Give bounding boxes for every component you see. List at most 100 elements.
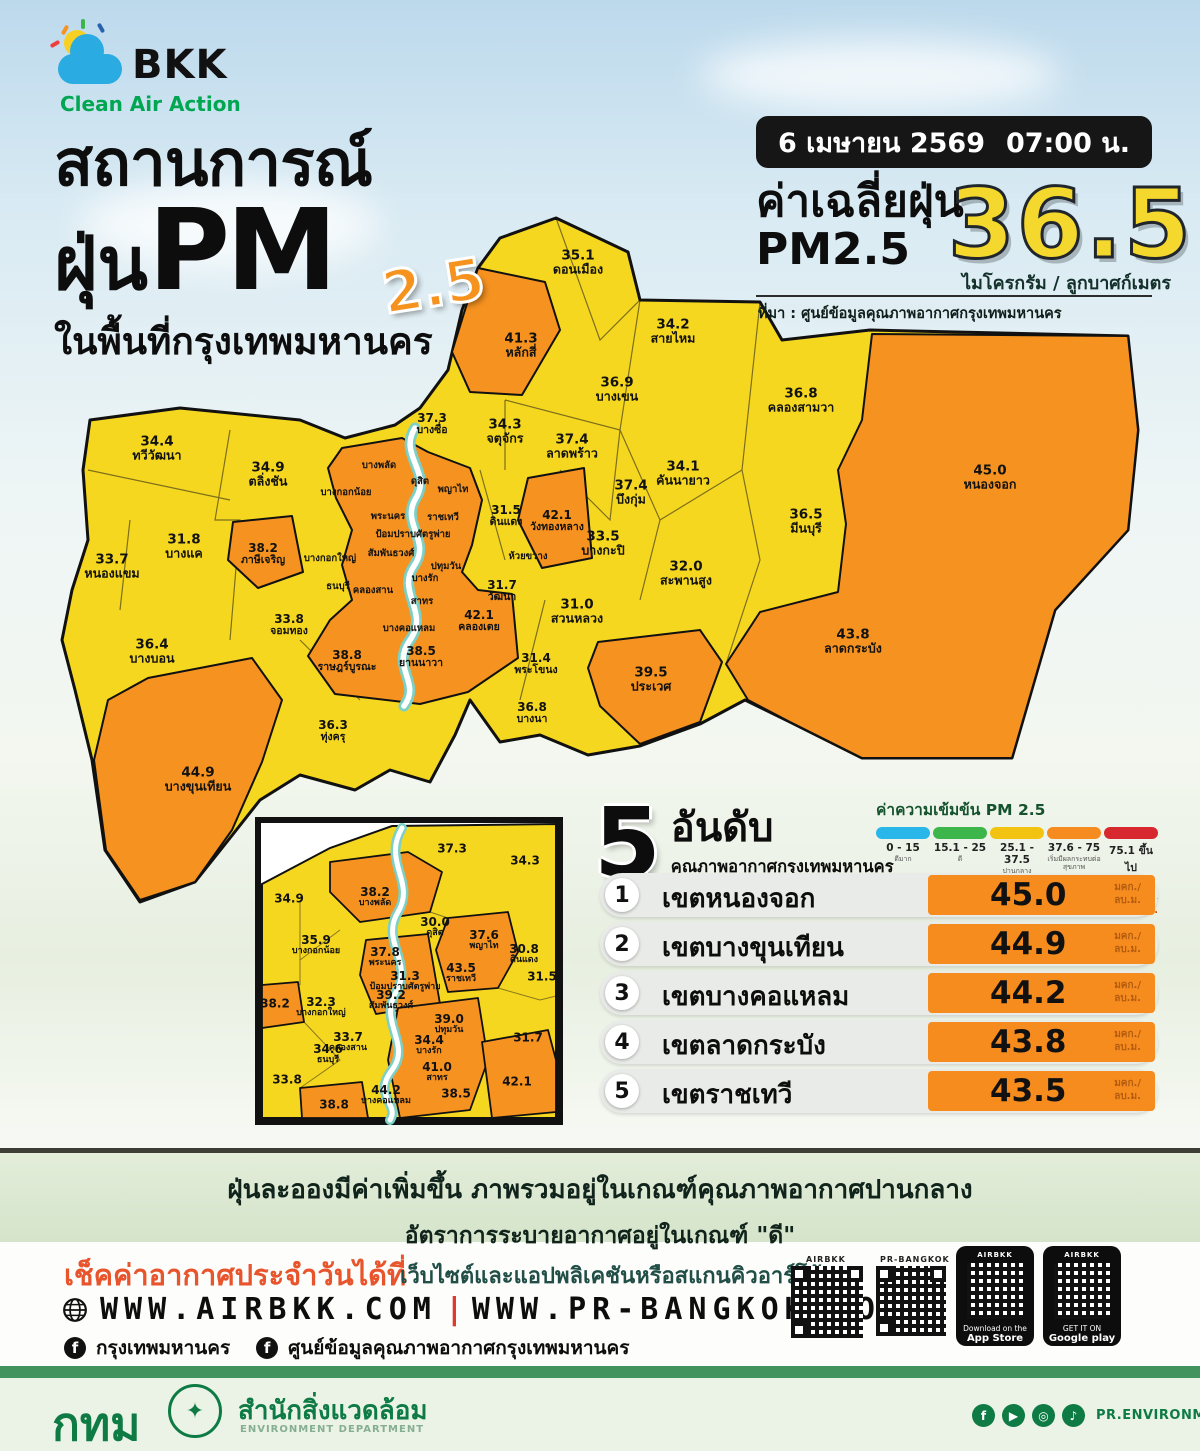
rank-value-box: 43.5 มคก./ลบ.ม. [928, 1071, 1155, 1111]
rank-value-box: 44.9 มคก./ลบ.ม. [928, 924, 1155, 964]
rank-district-name: เขตลาดกระบัง [662, 1031, 826, 1061]
divider-line [756, 295, 1152, 297]
qr2-label: PR-BANGKOK [880, 1255, 950, 1264]
website-row: WWW.AIRBKK.COM | WWW.PR-BANGKOK.COM [62, 1292, 905, 1327]
qr-code-airbkk [791, 1266, 863, 1338]
globe-icon [63, 1297, 87, 1322]
rank-unit: มคก./ลบ.ม. [1114, 980, 1141, 1004]
rank-value: 43.5 [990, 1073, 1067, 1109]
inset-map [255, 817, 563, 1125]
bkk-logo [49, 19, 124, 84]
average-value: 36.5 [947, 167, 1193, 282]
facebook-icon: f [256, 1337, 279, 1359]
rank-district-name: เขตบางขุนเทียน [662, 933, 844, 963]
logo-subtitle: Clean Air Action [60, 92, 241, 116]
qr-card-gplay: AIRBKK GET IT ON Google play [1043, 1246, 1121, 1346]
legend-swatch [876, 827, 930, 839]
rank-value: 44.2 [990, 975, 1067, 1011]
legend-label: ดีมาก [894, 855, 912, 863]
legend-range: 75.1 ขึ้นไป [1109, 845, 1153, 874]
ranking-row: 1 เขตหนองจอก 45.0 มคก./ลบ.ม. [600, 873, 1158, 917]
average-label-line1: ค่าเฉลี่ยฝุ่น [756, 176, 964, 227]
rank-number-badge: 5 [605, 1074, 639, 1108]
cloud-decoration [80, 180, 380, 270]
district-nongchok-ladkrabang [725, 333, 1139, 759]
rank-district-name: เขตบางคอแหลม [662, 982, 850, 1012]
qr-code-pr-bangkok [876, 1266, 946, 1336]
ranking-row: 5 เขตราชเทวี 43.5 มคก./ลบ.ม. [600, 1069, 1158, 1113]
legend-item: 15.1 - 25 ดี [933, 827, 987, 894]
time-text: 07:00 น. [1005, 127, 1130, 159]
social-icons: f ▶ ◎ ♪ [972, 1404, 1085, 1427]
legend-title: ค่าความเข้มข้น PM 2.5 [876, 801, 1046, 819]
legend-label: ปานกลาง [1002, 867, 1032, 875]
legend-item: 25.1 - 37.5 ปานกลาง [990, 827, 1044, 894]
qr3-label: AIRBKK [977, 1251, 1013, 1259]
average-unit: ไมโครกรัม / ลูกบาศก์เมตร [962, 273, 1171, 294]
district-bangkhunthian [93, 657, 283, 901]
ranking-row: 4 เขตลาดกระบัง 43.8 มคก./ลบ.ม. [600, 1020, 1158, 1064]
summary-line2: อัตราการระบายอากาศอยู่ในเกณฑ์ "ดี" [404, 1223, 796, 1249]
rank-number-badge: 2 [605, 927, 639, 961]
ranking-subtitle: คุณภาพอากาศกรุงเทพมหานคร [670, 857, 894, 876]
rank-unit: มคก./ลบ.ม. [1114, 1029, 1141, 1053]
gplay-badge[interactable]: GET IT ON Google play [1048, 1324, 1116, 1344]
source-note: ที่มา : ศูนย์ข้อมูลคุณภาพอากาศกรุงเทพมหา… [758, 306, 1062, 322]
qr1-label: AIRBKK [806, 1255, 846, 1264]
ranking-row: 2 เขตบางขุนเทียน 44.9 มคก./ลบ.ม. [600, 922, 1158, 966]
check-air-label: เช็คค่าอากาศประจำวันได้ที่ [64, 1258, 407, 1292]
facebook-page-2[interactable]: ศูนย์ข้อมูลคุณภาพอากาศกรุงเทพมหานคร [288, 1337, 630, 1359]
social-icon[interactable]: ▶ [1002, 1404, 1025, 1427]
legend-item: 0 - 15 ดีมาก [876, 827, 930, 894]
social-icon[interactable]: ◎ [1032, 1404, 1055, 1427]
legend-swatch [990, 827, 1044, 839]
rank-district-name: เขตราชเทวี [662, 1080, 793, 1110]
summary-line1: ฝุ่นละอองมีค่าเพิ่มขึ้น ภาพรวมอยู่ในเกณฑ… [227, 1175, 973, 1205]
appstore-badge[interactable]: Download on the App Store [963, 1324, 1027, 1344]
qr-card-appstore: AIRBKK Download on the App Store [956, 1246, 1034, 1346]
cloud-decoration [700, 40, 1060, 110]
facebook-icon: f [64, 1337, 86, 1359]
dept-name-en: ENVIRONMENT DEPARTMENT [240, 1424, 425, 1435]
title-line2: ฝุ่นPM [54, 186, 338, 322]
facebook-page-1[interactable]: กรุงเทพมหานคร [96, 1337, 231, 1359]
legend-range: 15.1 - 25 [933, 842, 987, 854]
legend-range: 25.1 - 37.5 [1000, 842, 1034, 866]
average-label-line2: PM2.5 [756, 224, 910, 276]
social-icon[interactable]: f [972, 1404, 995, 1427]
legend-swatch [933, 827, 987, 839]
rank-value: 45.0 [990, 877, 1067, 913]
qr-code-gplay [1054, 1263, 1110, 1319]
legend-swatch [1047, 827, 1101, 839]
rank-value-box: 44.2 มคก./ลบ.ม. [928, 973, 1155, 1013]
title-pm: PM [147, 186, 338, 316]
rank-number-badge: 3 [605, 976, 639, 1010]
title-line3: ในพื้นที่กรุงเทพมหานคร [54, 320, 433, 363]
facebook-row: f กรุงเทพมหานคร f ศูนย์ข้อมูลคุณภาพอากาศ… [64, 1333, 645, 1363]
district-laksi [451, 267, 561, 396]
dept-name-th: สำนักสิ่งแวดล้อม [238, 1396, 428, 1426]
pr-environment-handle: PR.ENVIRONMENT [1096, 1408, 1200, 1423]
legend-label: ดี [957, 855, 963, 863]
rank-unit: มคก./ลบ.ม. [1114, 931, 1141, 955]
ranking-title: อันดับ [670, 805, 774, 851]
social-icon[interactable]: ♪ [1062, 1404, 1085, 1427]
legend-item: 37.6 - 75 เริ่มมีผลกระทบต่อสุขภาพ [1047, 827, 1101, 894]
ranking-list: 1 เขตหนองจอก 45.0 มคก./ลบ.ม. 2 เขตบางขุน… [600, 873, 1158, 1113]
ranking-row: 3 เขตบางคอแหลม 44.2 มคก./ลบ.ม. [600, 971, 1158, 1015]
environment-dept-seal: ✦ [168, 1384, 222, 1438]
title-line1: สถานการณ์ [54, 127, 373, 201]
airbkk-url[interactable]: WWW.AIRBKK.COM [100, 1292, 437, 1327]
legend-swatch [1104, 827, 1158, 839]
legend-range: 37.6 - 75 [1047, 842, 1101, 854]
qr4-label: AIRBKK [1064, 1251, 1100, 1259]
green-divider-bar [0, 1366, 1200, 1378]
average-label: ค่าเฉลี่ยฝุ่น PM2.5 [756, 176, 964, 276]
rank-value-box: 43.8 มคก./ลบ.ม. [928, 1022, 1155, 1062]
district-phasicharoen [227, 515, 304, 589]
district-prawet [587, 629, 723, 745]
qr-code-appstore [967, 1263, 1023, 1319]
rank-unit: มคก./ลบ.ม. [1114, 882, 1141, 906]
